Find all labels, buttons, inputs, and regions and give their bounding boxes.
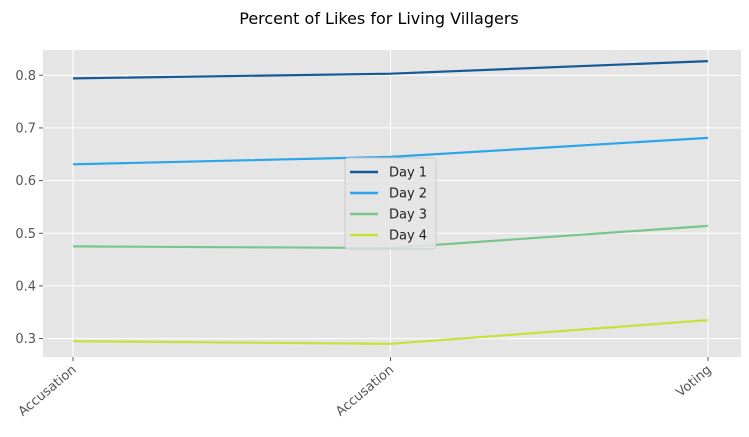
series-line-2	[72, 136, 709, 166]
y-tick-label: 0.7	[15, 121, 36, 136]
y-tick-label: 0.5	[15, 227, 36, 242]
series-line-1	[72, 60, 709, 80]
legend-entry: Day 4	[389, 229, 427, 244]
x-axis: Accusation Accusation Voting	[16, 357, 715, 420]
x-tick-label: Accusation	[16, 363, 80, 420]
y-tick-label: 0.8	[15, 69, 36, 84]
series-line-4	[72, 319, 709, 345]
chart-title: Percent of Likes for Living Villagers	[239, 9, 519, 28]
x-tick-label: Accusation	[333, 363, 397, 420]
legend: Day 1 Day 2 Day 3 Day 4	[344, 157, 437, 250]
legend-entry: Day 2	[389, 187, 427, 202]
y-tick-label: 0.6	[15, 174, 36, 189]
legend-entry: Day 3	[389, 208, 427, 223]
legend-box	[344, 157, 437, 250]
x-tick-label: Voting	[673, 363, 714, 401]
y-axis: 0.3 0.4 0.5 0.6 0.7 0.8	[15, 69, 43, 347]
y-tick-label: 0.4	[15, 279, 36, 294]
legend-entry: Day 1	[389, 166, 427, 181]
y-tick-label: 0.3	[15, 332, 36, 347]
